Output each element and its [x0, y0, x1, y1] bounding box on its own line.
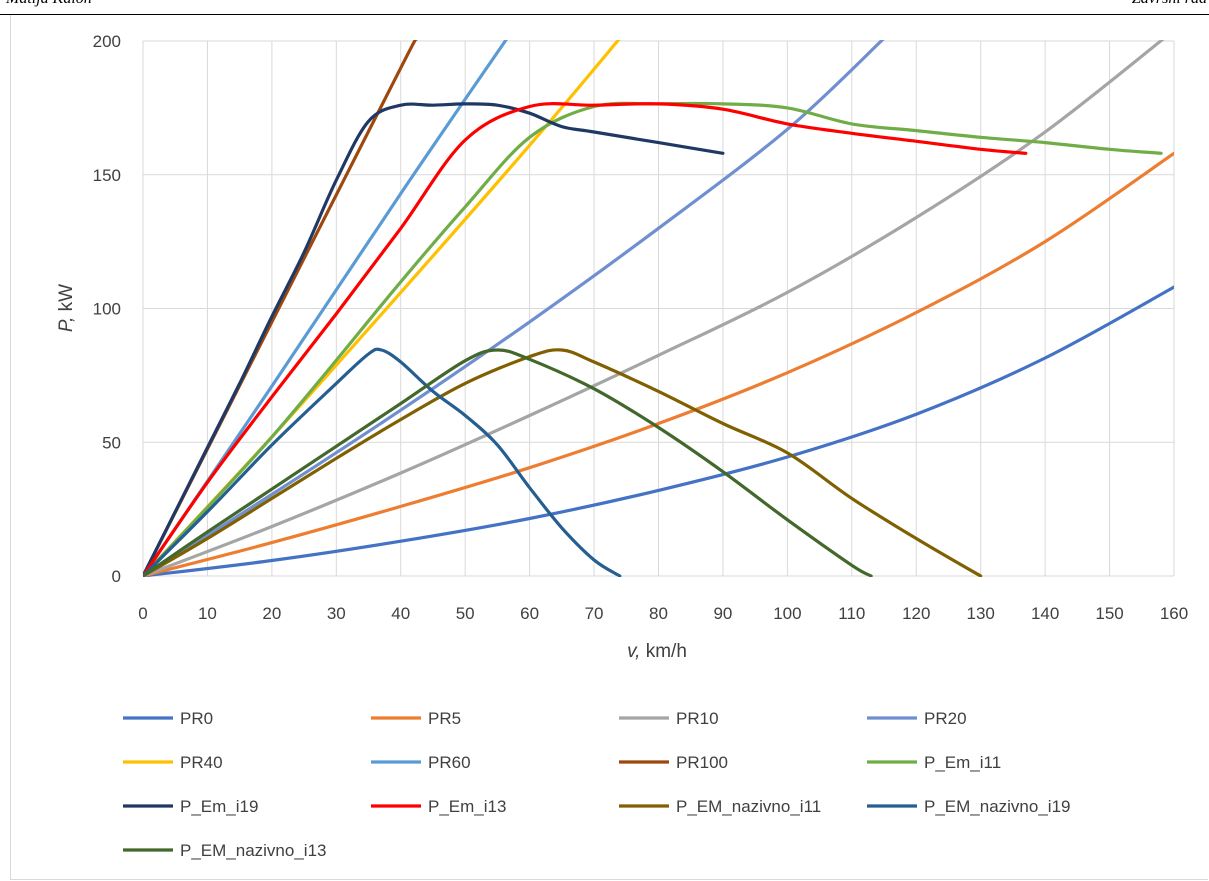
x-tick-label: 50 [456, 604, 475, 623]
x-tick-label: 40 [391, 604, 410, 623]
x-tick-label: 10 [198, 604, 217, 623]
legend-item: P_EM_nazivno_i19 [867, 797, 1070, 816]
x-tick-label: 150 [1095, 604, 1123, 623]
x-tick-label: 110 [838, 604, 865, 623]
y-tick-label: 100 [93, 300, 121, 319]
y-tick-labels: 0 50 100 150 200 [93, 32, 121, 586]
x-axis-label: v, km/h [627, 641, 687, 662]
series-line-pr10 [143, 40, 1165, 577]
header-title: Završni rad [1132, 0, 1207, 8]
legend-label: P_Em_i19 [180, 797, 258, 816]
legend-item: P_Em_i19 [123, 797, 258, 816]
legend-label: PR100 [676, 753, 728, 772]
series-line-p-em-i19 [143, 102, 725, 577]
legend-label: PR40 [180, 753, 223, 772]
legend-item: P_EM_nazivno_i11 [619, 797, 821, 816]
legend-item: P_EM_nazivno_i13 [123, 841, 326, 860]
y-tick-label: 150 [93, 166, 121, 185]
series-line-p-em-i11 [143, 101, 1163, 577]
legend-item: PR40 [123, 753, 223, 772]
header-author: Matija Kaloh [6, 0, 92, 8]
x-tick-label: 130 [967, 604, 995, 623]
legend-item: PR100 [619, 753, 728, 772]
legend-label: PR60 [428, 753, 471, 772]
series-line-pr20 [143, 40, 885, 577]
series-line-p-em-nazivno-i11 [143, 348, 983, 577]
legend-label: PR10 [676, 709, 719, 728]
series-line-p-em-nazivno-i13 [143, 348, 873, 577]
series-line-p-em-nazivno-i19 [143, 347, 622, 577]
legend-label: P_EM_nazivno_i13 [180, 841, 326, 860]
y-tick-label: 200 [93, 32, 121, 51]
x-tick-label: 0 [138, 604, 147, 623]
y-tick-label: 50 [102, 433, 121, 452]
legend-label: PR0 [180, 709, 213, 728]
legend-item: PR60 [371, 753, 471, 772]
legend-item: PR5 [371, 709, 461, 728]
legend-label: P_Em_i13 [428, 797, 506, 816]
page-header: Matija Kaloh Završni rad [0, 0, 1209, 15]
x-tick-labels: 0 10 20 30 40 50 60 70 80 90 100 110 120 130 140 150 160 [138, 604, 1188, 623]
series-line-pr5 [143, 151, 1174, 577]
legend-item: PR20 [867, 709, 967, 728]
x-tick-label: 20 [262, 604, 281, 623]
series-line-pr0 [143, 285, 1174, 577]
legend-label: P_Em_i11 [924, 753, 1001, 772]
legend-label: P_EM_nazivno_i19 [924, 797, 1070, 816]
x-tick-label: 90 [713, 604, 732, 623]
x-tick-label: 120 [902, 604, 930, 623]
series-lines [143, 40, 1174, 577]
grid [142, 40, 1175, 577]
legend-item: PR0 [123, 709, 213, 728]
y-axis-label: P, kW [56, 284, 77, 332]
legend: PR0 PR5 PR10 PR20 PR40 PR60 PR100 P_Em_i11 P_Em_… [123, 709, 1070, 860]
series-line-p-em-i13 [143, 102, 1028, 577]
x-tick-label: 70 [585, 604, 604, 623]
legend-item: P_Em_i13 [371, 797, 506, 816]
x-tick-label: 80 [649, 604, 668, 623]
x-tick-label: 60 [520, 604, 539, 623]
y-tick-label: 0 [112, 567, 121, 586]
x-tick-label: 160 [1160, 604, 1188, 623]
legend-item: PR10 [619, 709, 719, 728]
legend-item: P_Em_i11 [867, 753, 1001, 772]
legend-label: PR5 [428, 709, 461, 728]
x-tick-label: 30 [327, 604, 346, 623]
x-tick-label: 100 [773, 604, 801, 623]
legend-label: P_EM_nazivno_i11 [676, 797, 821, 816]
chart-frame [10, 15, 1208, 880]
legend-label: PR20 [924, 709, 967, 728]
x-tick-label: 140 [1031, 604, 1059, 623]
